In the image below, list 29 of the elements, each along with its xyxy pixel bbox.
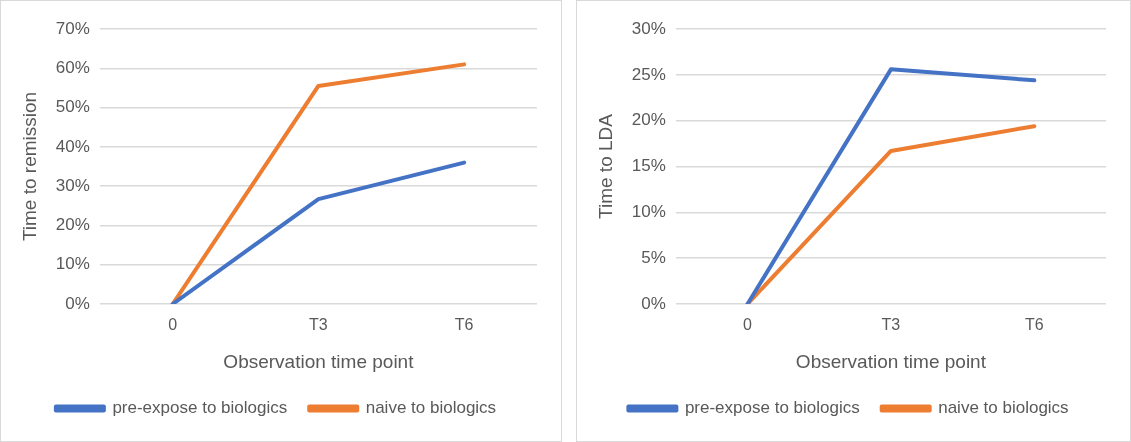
- legend-label: naive to biologics: [365, 398, 497, 418]
- x-tick-label: T3: [309, 316, 328, 334]
- x-tick-label: T3: [881, 316, 901, 334]
- x-tick-label: 0: [743, 316, 753, 334]
- y-tick-label: 0%: [65, 293, 90, 313]
- y-tick-label: 10%: [55, 254, 90, 274]
- y-tick-label: 20%: [631, 110, 666, 130]
- y-tick-label: 50%: [55, 97, 90, 117]
- y-tick-label: 30%: [55, 175, 90, 195]
- y-tick-label: 25%: [631, 64, 666, 84]
- legend-label: naive to biologics: [938, 398, 1069, 418]
- legend-label: pre-expose to biologics: [112, 398, 288, 418]
- y-tick-label: 20%: [55, 215, 90, 235]
- y-axis-title: Time to LDA: [594, 113, 616, 219]
- x-tick-label: T6: [454, 316, 474, 334]
- y-tick-label: 30%: [631, 18, 666, 38]
- y-tick-label: 70%: [55, 18, 90, 38]
- legend-label: pre-expose to biologics: [684, 398, 860, 418]
- x-tick-label: 0: [168, 316, 178, 334]
- y-tick-label: 5%: [641, 247, 666, 267]
- x-axis-title: Observation time point: [795, 350, 987, 372]
- x-axis-title: Observation time point: [223, 350, 415, 372]
- y-tick-label: 15%: [631, 156, 666, 176]
- y-axis-title: Time to remission: [18, 91, 40, 242]
- y-tick-label: 10%: [631, 202, 666, 222]
- y-tick-label: 0%: [641, 293, 666, 313]
- x-tick-label: T6: [1024, 316, 1044, 334]
- y-tick-label: 60%: [55, 57, 90, 77]
- y-tick-label: 40%: [55, 136, 90, 156]
